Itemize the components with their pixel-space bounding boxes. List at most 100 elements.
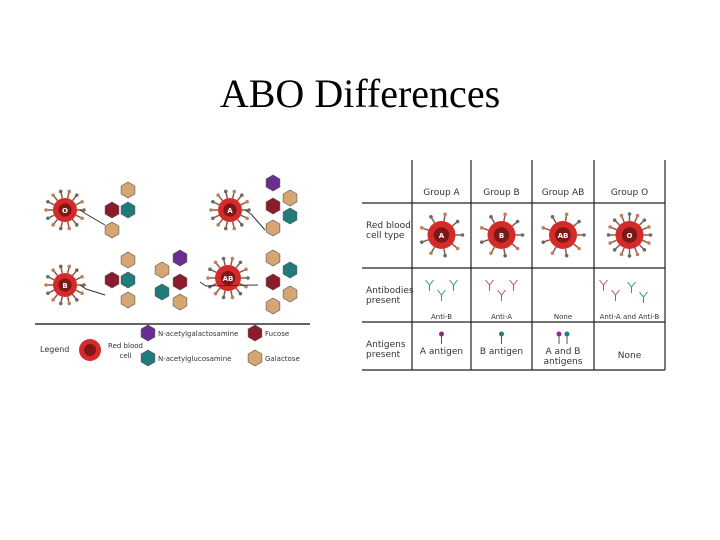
surface-antigen	[215, 287, 221, 294]
surface-antigen	[240, 201, 247, 206]
surface-antigen	[451, 221, 458, 227]
antigen-label: B antigen	[479, 347, 524, 357]
surface-antigen	[53, 218, 59, 225]
antigen-tip	[213, 291, 218, 296]
legend-label: N-acetylglucosamine	[158, 355, 232, 363]
surface-antigen	[614, 220, 621, 226]
cell-label: O	[62, 207, 68, 215]
surface-antigen	[48, 201, 55, 206]
cell-center	[433, 227, 450, 243]
cell-center	[493, 227, 510, 243]
antigen-tip	[455, 246, 460, 251]
surface-antigen	[71, 218, 77, 225]
sugar-hexagon	[104, 221, 120, 239]
column-header: Group AB	[541, 188, 585, 198]
antigen-tip	[247, 208, 251, 212]
legend-rbc-center	[84, 344, 96, 356]
antigen-tip	[82, 208, 86, 212]
antigen-tip	[479, 240, 484, 244]
antibody-label: Anti-B	[431, 313, 452, 321]
antigen-tip	[460, 233, 465, 237]
sugar-hexagon	[172, 249, 188, 267]
legend-title: Legend	[40, 345, 70, 354]
surface-antigen	[215, 262, 221, 269]
antigen-tip	[58, 301, 63, 306]
antigen-tip	[230, 256, 235, 261]
antigen-tip	[58, 226, 63, 231]
antigen-tip	[244, 267, 248, 272]
antigen-tip	[245, 199, 249, 204]
surface-antigen	[66, 296, 70, 303]
surface-antigen	[53, 293, 59, 300]
antigen-tip	[58, 189, 63, 194]
surface-antigen	[443, 248, 446, 255]
antigen-tip	[582, 233, 586, 237]
antigen-tip	[46, 274, 50, 279]
surface-antigen	[614, 244, 621, 250]
surface-antigen	[60, 296, 64, 303]
antigen-tip	[232, 226, 237, 231]
surface-antigen	[230, 259, 233, 266]
surface-antigen	[66, 221, 70, 228]
sugar-hexagon	[140, 349, 156, 367]
antigen-label: A and B antigens	[543, 347, 583, 367]
antigen-tip	[238, 291, 243, 296]
surface-antigen	[235, 262, 241, 269]
cell-center	[621, 227, 638, 243]
surface-antigen	[511, 221, 518, 227]
sugar-hexagon	[104, 201, 120, 219]
linkage	[79, 284, 106, 296]
antigen-tip	[541, 226, 546, 230]
surface-antigen	[621, 247, 625, 254]
surface-antigen	[482, 239, 489, 243]
column-header: Group O	[610, 188, 649, 198]
antigen-tip	[577, 219, 581, 224]
cell-center	[58, 278, 72, 292]
surface-antigen	[75, 276, 82, 281]
surface-antigen	[66, 192, 70, 199]
cell-label: B	[62, 282, 67, 290]
sugar-hexagon	[265, 273, 281, 291]
antigen-tip	[240, 193, 244, 197]
surface-antigen	[71, 195, 77, 202]
antigen-tip	[223, 189, 228, 194]
antigen-tip	[221, 295, 226, 300]
antigen-tip	[211, 199, 215, 204]
antigen-tip	[67, 264, 72, 269]
antigen-tip	[44, 208, 48, 212]
linkage	[79, 209, 106, 226]
antigen-label: None	[617, 351, 642, 361]
surface-antigen	[75, 214, 82, 219]
surface-antigen	[552, 217, 557, 224]
sugar-hexagon	[265, 174, 281, 192]
antigen-tip	[564, 212, 569, 217]
sugar-hexagon	[265, 197, 281, 215]
antigen-tip	[230, 295, 235, 300]
surface-antigen	[60, 221, 64, 228]
antigen-head	[556, 331, 562, 337]
antigen-tip	[515, 219, 520, 224]
surface-antigen	[71, 293, 77, 300]
surface-antigen	[564, 248, 568, 255]
surface-antigen	[543, 227, 551, 231]
antigen-tip	[503, 253, 507, 258]
surface-antigen	[564, 215, 568, 222]
surface-antigen	[503, 215, 506, 222]
surface-antigen	[231, 221, 235, 228]
sugar-hexagon	[154, 283, 170, 301]
antibody-label: Anti-A and Anti-B	[599, 313, 660, 321]
antigen-head	[439, 331, 444, 337]
antigen-tip	[443, 253, 447, 258]
surface-antigen	[610, 239, 617, 244]
linkage	[244, 209, 266, 231]
row-label: Antigens present	[366, 340, 406, 360]
surface-antigen	[642, 226, 649, 231]
sugar-hexagon	[265, 249, 281, 267]
legend-label: Red blood cell	[108, 342, 143, 360]
antigen-tip	[206, 276, 210, 280]
surface-antigen	[422, 227, 429, 231]
antigen-tip	[520, 233, 525, 237]
sugar-hexagon	[120, 291, 136, 309]
surface-antigen	[53, 270, 59, 277]
